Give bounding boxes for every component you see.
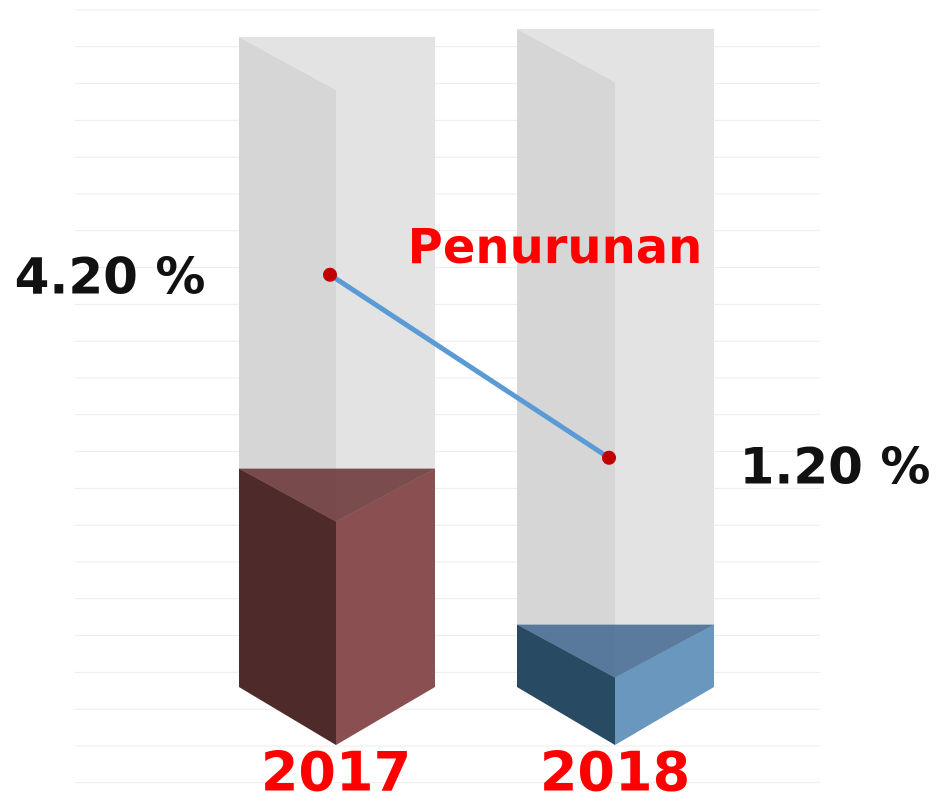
bar-left-face [239, 468, 336, 745]
bar-right-face [336, 468, 435, 745]
bar-top-face [239, 468, 435, 522]
bar-right-face [615, 624, 714, 745]
columns [239, 29, 714, 745]
trend-line [328, 272, 611, 460]
value-label: 4.20 % [15, 248, 206, 306]
category-label: 2018 [540, 741, 690, 804]
trend-point [323, 267, 337, 282]
value-label: 1.20 % [740, 438, 931, 496]
annotation: Penurunan [408, 219, 703, 275]
column-back-right [517, 29, 714, 745]
column-back-left [517, 29, 615, 745]
category-label: 2017 [261, 741, 411, 804]
bar-left-face [517, 624, 615, 745]
bar-top-face [517, 624, 714, 678]
trend-point [602, 450, 616, 465]
